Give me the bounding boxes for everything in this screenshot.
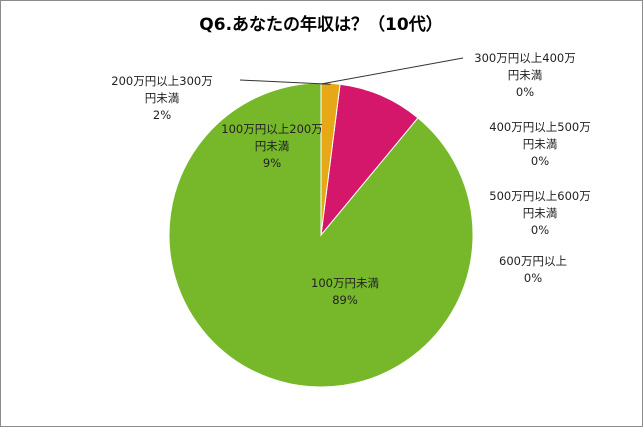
pie-slices: [168, 82, 474, 388]
pie-slice-1: [320, 83, 419, 237]
leader-lines: [239, 57, 464, 85]
slice-label-4: 400万円以上500万円未満 0%: [489, 120, 590, 168]
slice-labels: 100万円未満 89% 100万円以上200万円未満 9%200万円以上300万円未満…: [111, 51, 590, 307]
slice-label-6: 600万円以上 0%: [499, 254, 567, 285]
slice-label-3: 300万円以上400万円未満 0%: [474, 51, 575, 99]
slice-label-5: 500万円以上600万円未満 0%: [489, 189, 590, 237]
slice-label-2: 200万円以上300万円未満 2%: [111, 74, 212, 122]
chart-title: Q6.あなたの年収は？（10代）: [199, 14, 442, 35]
pie-slice-2: [320, 82, 341, 236]
leader-line-2: [239, 79, 331, 85]
slice-label-0: 100万円未満 89%: [311, 276, 379, 307]
leader-line-3: [320, 57, 464, 85]
slice-label-1: 100万円以上200万円未満 9%: [221, 122, 322, 170]
